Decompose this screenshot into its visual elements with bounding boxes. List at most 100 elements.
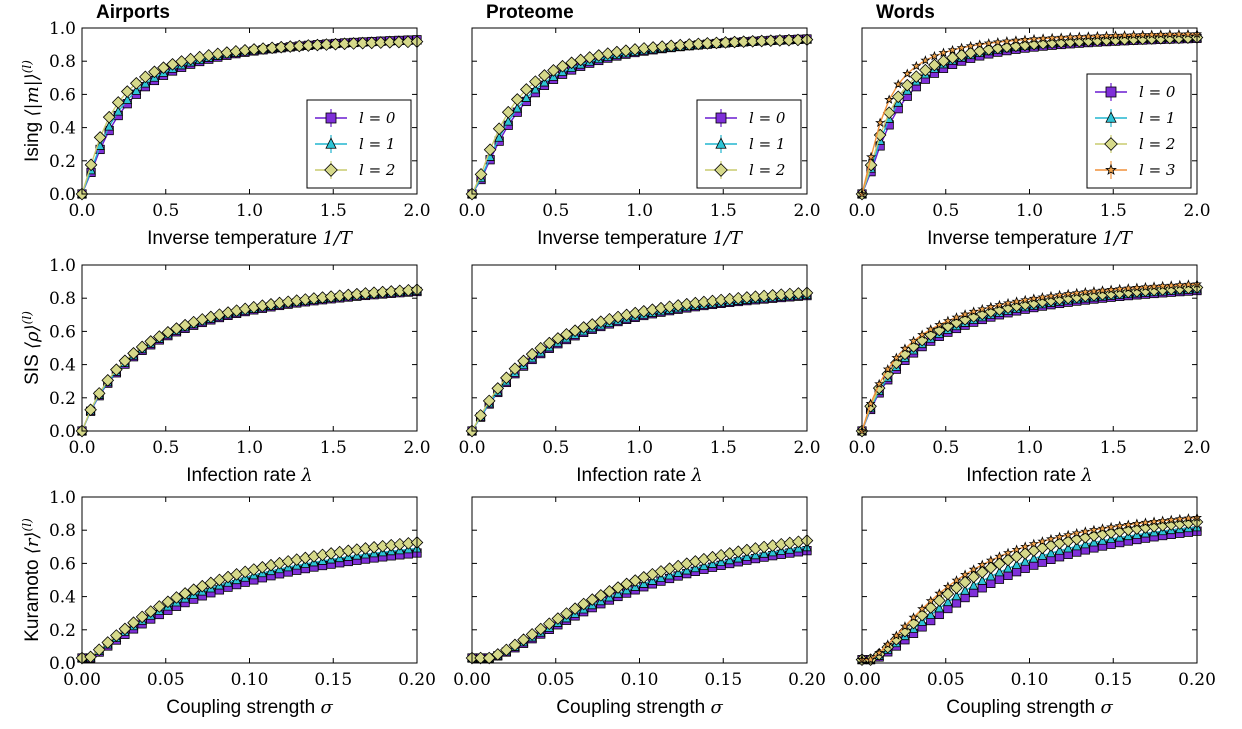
- data-point: [934, 319, 945, 330]
- data-point: [866, 151, 877, 162]
- data-point: [1157, 515, 1168, 525]
- data-point: [512, 102, 523, 113]
- data-point: [539, 76, 550, 87]
- x-tick-label: 1.5: [710, 201, 737, 221]
- y-tick-label: 1.0: [49, 19, 76, 39]
- data-point: [917, 603, 928, 614]
- y-tick-label: 1.0: [49, 488, 76, 508]
- data-point: [791, 33, 805, 47]
- data-point: [1020, 555, 1031, 566]
- legend-label: l = 3: [1139, 161, 1175, 179]
- data-point: [560, 607, 573, 620]
- series-2: [465, 534, 814, 665]
- data-point: [938, 47, 949, 57]
- data-point: [1010, 35, 1021, 45]
- data-point: [682, 38, 696, 51]
- data-point: [1163, 31, 1177, 45]
- data-point: [1101, 30, 1112, 41]
- x-tick-label: 2.0: [1183, 438, 1210, 458]
- data-point: [1082, 34, 1095, 48]
- data-point: [1056, 32, 1067, 42]
- data-point: [1088, 286, 1099, 296]
- x-axis-label: Inverse temperature 1/T: [537, 228, 744, 249]
- data-point: [974, 39, 985, 49]
- data-point: [1063, 288, 1074, 299]
- data-point: [84, 158, 98, 172]
- data-point: [102, 110, 116, 124]
- data-point: [782, 33, 796, 47]
- plot-frame: [861, 264, 1198, 432]
- legend-entry: l = 0: [705, 109, 786, 127]
- legend-marker: [325, 137, 337, 149]
- data-point: [1109, 33, 1122, 46]
- x-tick-label: 0.15: [314, 670, 352, 690]
- data-point: [902, 68, 913, 78]
- data-point: [882, 639, 893, 649]
- data-point: [534, 622, 548, 636]
- x-tick-label: 0.5: [542, 438, 569, 458]
- x-tick-label: 0.05: [927, 670, 965, 690]
- data-point: [1097, 285, 1108, 295]
- x-tick-label: 2.0: [403, 438, 430, 458]
- x-tick-label: 0.20: [788, 670, 826, 690]
- data-point: [525, 347, 539, 361]
- data-point: [1172, 31, 1186, 45]
- data-point: [985, 555, 996, 565]
- data-point: [992, 36, 1003, 47]
- data-point: [1054, 544, 1065, 555]
- plot-frame: [81, 27, 418, 195]
- x-tick-label: 0.0: [848, 438, 875, 458]
- data-point: [482, 651, 496, 665]
- data-point: [1173, 29, 1184, 39]
- data-point: [520, 83, 533, 96]
- x-tick-label: 1.5: [320, 438, 347, 458]
- series-3: [857, 278, 1202, 436]
- data-point: [157, 61, 170, 74]
- legend-entry: l = 2: [315, 161, 395, 179]
- data-point: [968, 306, 979, 316]
- x-tick-label: 1.5: [1100, 201, 1127, 221]
- data-point: [131, 85, 142, 95]
- x-tick-label: 0.00: [63, 670, 101, 690]
- data-point: [1100, 33, 1113, 47]
- data-point: [865, 398, 876, 408]
- data-point: [1166, 280, 1177, 290]
- data-point: [551, 332, 565, 345]
- data-point: [383, 36, 397, 49]
- data-point: [256, 42, 270, 55]
- data-point: [508, 362, 522, 376]
- x-tick-label: 0.5: [152, 438, 179, 458]
- data-point: [1097, 523, 1108, 533]
- data-point: [503, 115, 514, 126]
- y-tick-label: 1.0: [49, 256, 76, 276]
- legend-label: l = 0: [749, 109, 786, 127]
- data-point: [1003, 562, 1013, 573]
- data-point: [968, 564, 979, 574]
- data-point: [547, 64, 560, 77]
- data-point: [1119, 30, 1130, 40]
- data-point: [941, 319, 955, 333]
- data-point: [311, 38, 324, 52]
- y-tick-label: 0.2: [49, 621, 76, 641]
- data-point: [928, 58, 941, 72]
- data-point: [1038, 33, 1049, 43]
- data-point: [1123, 519, 1134, 529]
- legend-entry: l = 0: [315, 109, 396, 127]
- data-point: [1020, 541, 1031, 551]
- y-axis-label: Ising ⟨|m|⟩(l): [20, 60, 43, 162]
- data-point: [500, 643, 513, 657]
- data-point: [1003, 547, 1014, 558]
- x-tick-label: 0.5: [152, 201, 179, 221]
- x-tick-label: 0.00: [843, 670, 881, 690]
- x-tick-label: 2.0: [403, 201, 430, 221]
- data-point: [920, 55, 931, 65]
- data-point: [603, 585, 616, 598]
- data-point: [942, 581, 953, 591]
- series-3: [857, 512, 1202, 664]
- data-point: [144, 335, 158, 348]
- data-point: [1071, 540, 1082, 551]
- panel-airports-kuramoto: 0.00 0.05 0.10 0.15 0.20 0.0 0.2 0.4 0.6 0.8 1.0 Co…: [20, 488, 436, 718]
- legend-entry: l = 2: [1095, 135, 1175, 153]
- data-point: [965, 40, 976, 51]
- x-tick-label: 0.15: [1094, 670, 1132, 690]
